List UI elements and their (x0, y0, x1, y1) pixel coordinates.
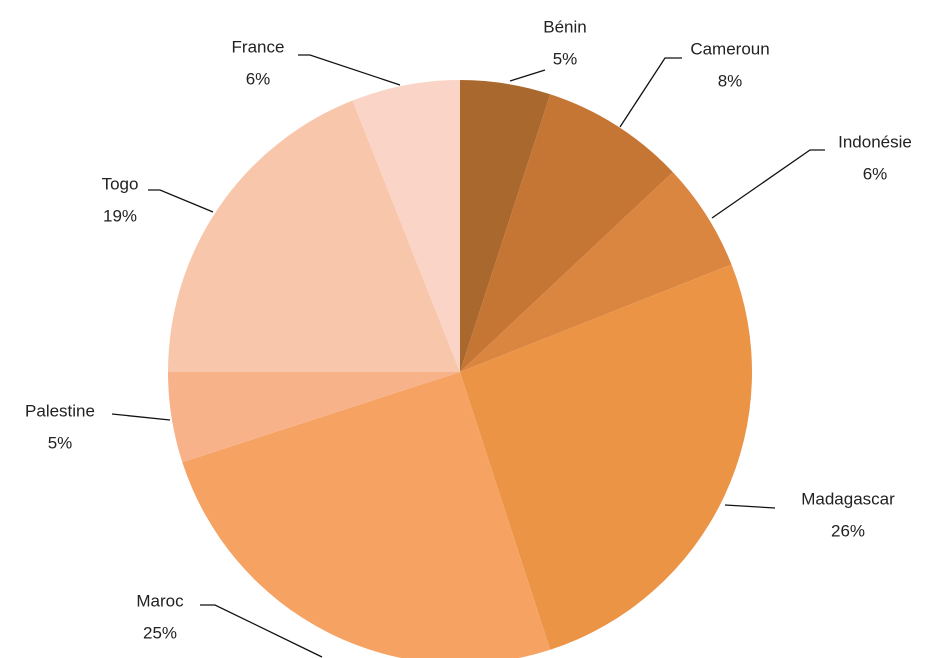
pie-slice (352, 80, 460, 372)
slice-value-label: 6% (863, 164, 888, 183)
pie-slice (168, 372, 460, 463)
slice-value-label: 5% (553, 49, 578, 68)
leader-line (724, 504, 776, 509)
pie-slice (182, 372, 551, 658)
pie-slice (460, 94, 673, 372)
pie-slice (460, 264, 752, 650)
leader-line (111, 413, 171, 421)
slice-label: Bénin (543, 17, 586, 36)
slice-value-label: 5% (48, 433, 73, 452)
pie-slice (460, 80, 551, 372)
slice-value-label: 26% (831, 521, 865, 540)
leader-line (619, 57, 682, 128)
slice-value-label: 8% (718, 71, 743, 90)
slice-label: Indonésie (838, 132, 912, 151)
pie-slice (168, 100, 460, 373)
leader-line (509, 69, 546, 82)
pie-slice (460, 172, 732, 372)
leader-line (711, 149, 825, 219)
leader-line (200, 604, 323, 658)
slice-value-label: 6% (246, 69, 271, 88)
leader-line (298, 54, 401, 86)
slice-label: Madagascar (801, 489, 895, 508)
slice-label: France (232, 37, 285, 56)
slice-label: Togo (102, 174, 139, 193)
leader-line (148, 189, 214, 213)
slice-label: Maroc (136, 591, 184, 610)
slice-label: Cameroun (690, 39, 769, 58)
slice-value-label: 19% (103, 206, 137, 225)
slice-value-label: 25% (143, 623, 177, 642)
slice-label: Palestine (25, 401, 95, 420)
